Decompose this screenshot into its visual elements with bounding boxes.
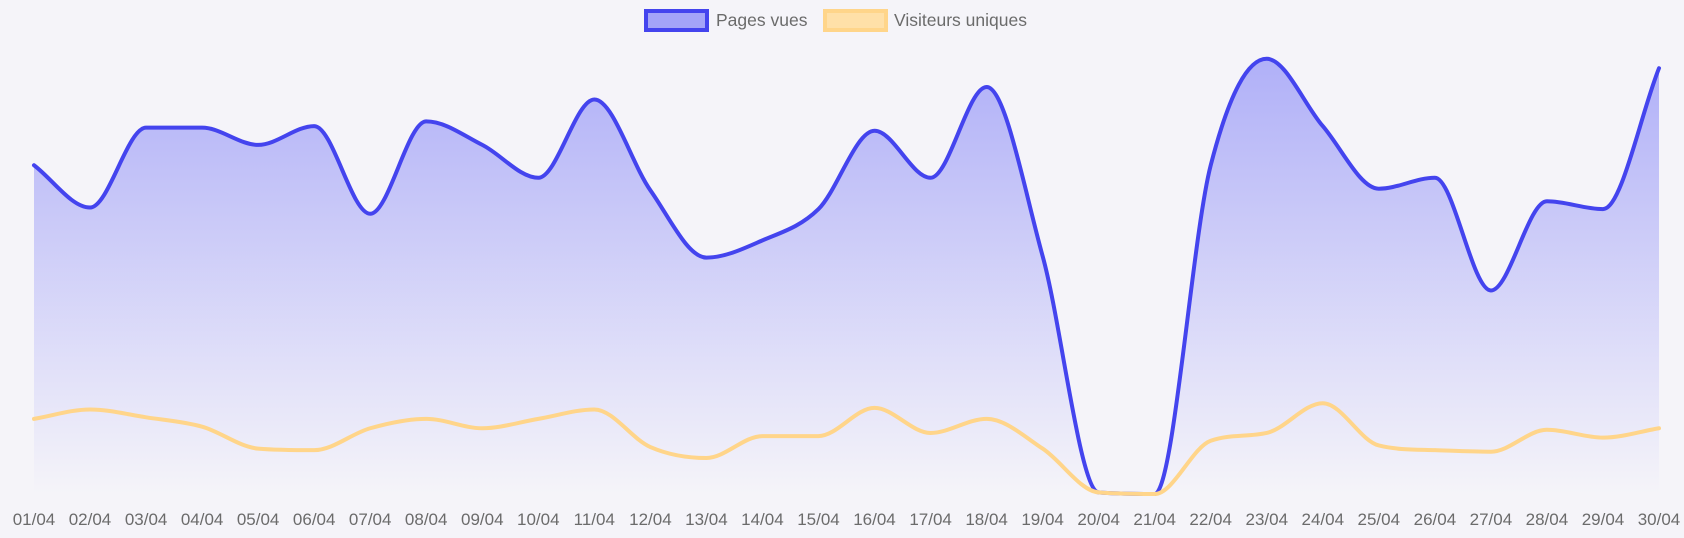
x-tick-label: 14/04 xyxy=(741,510,784,529)
x-tick-label: 20/04 xyxy=(1077,510,1120,529)
x-tick-label: 28/04 xyxy=(1526,510,1569,529)
series-area-0 xyxy=(34,58,1659,494)
x-tick-label: 12/04 xyxy=(629,510,672,529)
x-tick-label: 16/04 xyxy=(853,510,896,529)
legend-label: Pages vues xyxy=(716,10,808,30)
x-tick-label: 30/04 xyxy=(1638,510,1681,529)
series-areas xyxy=(34,58,1659,494)
legend-item-0[interactable]: Pages vues xyxy=(644,9,808,32)
x-tick-label: 03/04 xyxy=(125,510,168,529)
x-tick-label: 27/04 xyxy=(1470,510,1513,529)
x-tick-label: 21/04 xyxy=(1133,510,1176,529)
x-tick-label: 19/04 xyxy=(1021,510,1064,529)
x-tick-label: 09/04 xyxy=(461,510,504,529)
x-tick-label: 15/04 xyxy=(797,510,840,529)
x-tick-label: 23/04 xyxy=(1246,510,1289,529)
legend-label: Visiteurs uniques xyxy=(894,10,1027,30)
series-lines xyxy=(32,56,1661,496)
x-tick-label: 08/04 xyxy=(405,510,448,529)
series-line-0[interactable] xyxy=(32,56,1661,496)
legend: Pages vues Visiteurs uniques xyxy=(644,9,1027,32)
x-tick-label: 18/04 xyxy=(965,510,1008,529)
x-tick-label: 06/04 xyxy=(293,510,336,529)
x-tick-label: 02/04 xyxy=(69,510,112,529)
x-tick-label: 07/04 xyxy=(349,510,392,529)
series-line-1[interactable] xyxy=(32,401,1661,496)
x-axis: 01/04 02/04 03/04 04/04 05/04 06/04 07/04 08/04… xyxy=(13,510,1681,529)
x-tick-label: 26/04 xyxy=(1414,510,1457,529)
x-tick-label: 01/04 xyxy=(13,510,56,529)
legend-swatch xyxy=(644,9,709,32)
x-tick-label: 25/04 xyxy=(1358,510,1401,529)
legend-item-1[interactable]: Visiteurs uniques xyxy=(823,9,1027,32)
x-tick-label: 10/04 xyxy=(517,510,560,529)
x-tick-label: 24/04 xyxy=(1302,510,1345,529)
x-tick-label: 04/04 xyxy=(181,510,224,529)
x-tick-label: 29/04 xyxy=(1582,510,1625,529)
x-tick-label: 05/04 xyxy=(237,510,280,529)
x-tick-label: 22/04 xyxy=(1189,510,1232,529)
x-tick-label: 13/04 xyxy=(685,510,728,529)
x-tick-label: 17/04 xyxy=(909,510,952,529)
legend-swatch xyxy=(823,9,888,32)
x-tick-label: 11/04 xyxy=(574,510,615,529)
